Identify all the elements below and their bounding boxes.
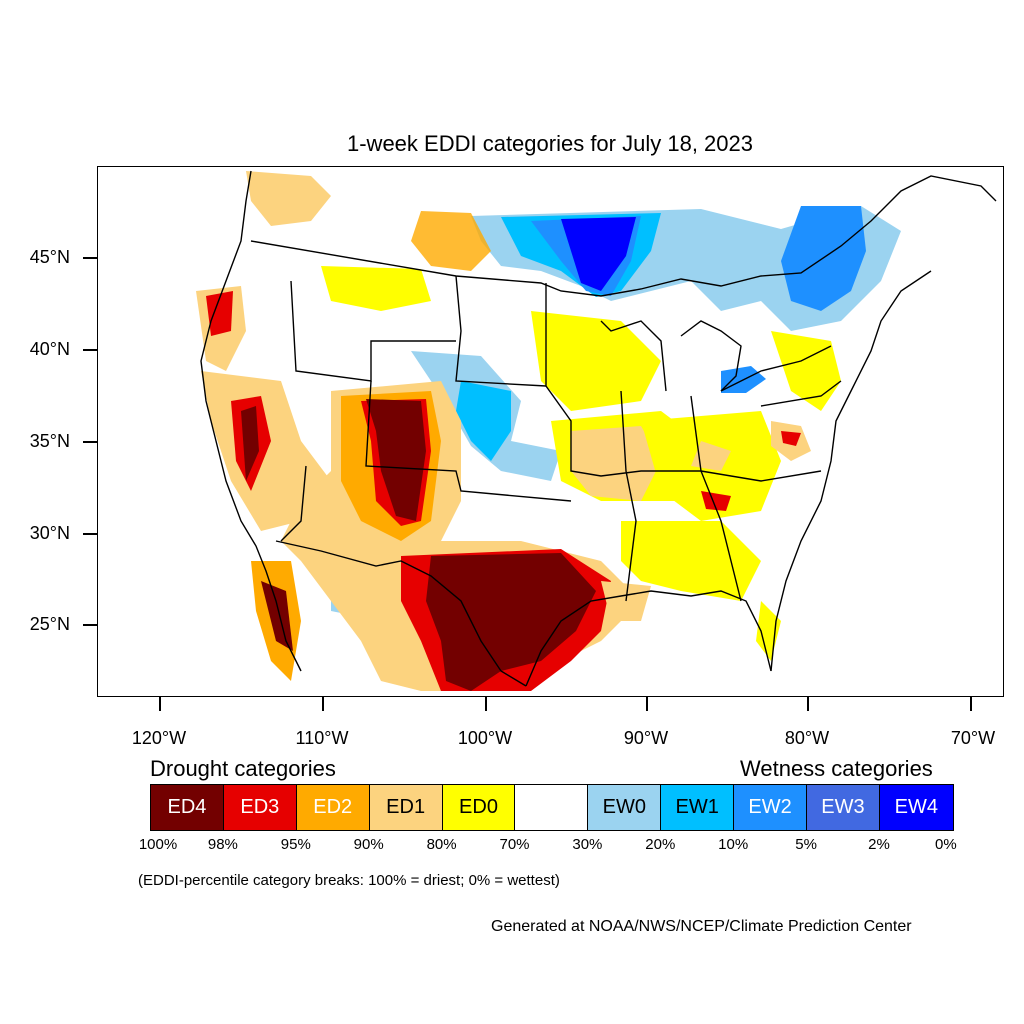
lat-tick	[83, 257, 97, 259]
percent-break-label: 95%	[280, 836, 311, 853]
percent-break-label: 20%	[645, 836, 676, 853]
map-title: 1-week EDDI categories for July 18, 2023	[347, 131, 753, 156]
legend-cell	[515, 785, 589, 830]
legend-cell: ED3	[223, 785, 297, 830]
legend-cell: ED2	[296, 785, 370, 830]
lat-label: 40°N	[29, 339, 70, 359]
lat-label: 30°N	[29, 523, 70, 543]
drought-heading: Drought categories	[150, 756, 336, 781]
lat-tick	[83, 349, 97, 351]
lon-label: 80°W	[784, 728, 830, 748]
lon-label: 110°W	[295, 728, 349, 748]
eddi-map	[97, 166, 1004, 697]
legend-cell: ED0	[442, 785, 516, 830]
lon-tick	[159, 697, 161, 711]
legend-cell: ED1	[369, 785, 443, 830]
lon-tick	[646, 697, 648, 711]
legend-cell: EW4	[879, 785, 953, 830]
lon-tick	[485, 697, 487, 711]
percent-break-label: 98%	[207, 836, 238, 853]
lon-label: 90°W	[623, 728, 669, 748]
lon-tick	[807, 697, 809, 711]
lat-tick	[83, 441, 97, 443]
percent-break-label: 10%	[718, 836, 749, 853]
wetness-heading: Wetness categories	[740, 756, 933, 781]
boundaries	[200, 170, 997, 687]
percent-break-label: 70%	[499, 836, 530, 853]
lat-label: 45°N	[29, 247, 70, 267]
percent-break-label: 80%	[426, 836, 457, 853]
legend-cell: EW1	[661, 785, 735, 830]
map-canvas	[196, 170, 997, 691]
legend-cell: ED4	[151, 785, 224, 830]
legend-colorbar: ED4 ED3 ED2 ED1 ED0 EW0 EW1 EW2 EW3 EW4	[150, 784, 954, 831]
legend-cell: EW3	[807, 785, 880, 830]
legend-note: (EDDI-percentile category breaks: 100% =…	[138, 872, 560, 889]
lat-tick	[83, 624, 97, 626]
drought-regions	[196, 171, 841, 691]
lon-tick	[970, 697, 972, 711]
legend-cell: EW2	[734, 785, 808, 830]
lat-label: 25°N	[29, 614, 70, 634]
percent-break-label: 0%	[935, 836, 957, 853]
percent-break-label: 100%	[138, 836, 178, 853]
credit-line: Generated at NOAA/NWS/NCEP/Climate Predi…	[491, 918, 912, 935]
percent-break-label: 5%	[795, 836, 817, 853]
legend-cell: EW0	[588, 785, 662, 830]
percent-break-label: 30%	[572, 836, 603, 853]
lat-tick	[83, 533, 97, 535]
percent-break-label: 90%	[353, 836, 384, 853]
lon-label: 120°W	[131, 728, 187, 748]
lon-label: 70°W	[950, 728, 996, 748]
lat-label: 35°N	[29, 431, 70, 451]
lon-label: 100°W	[457, 728, 513, 748]
percent-break-label: 2%	[868, 836, 890, 853]
lon-tick	[322, 697, 324, 711]
